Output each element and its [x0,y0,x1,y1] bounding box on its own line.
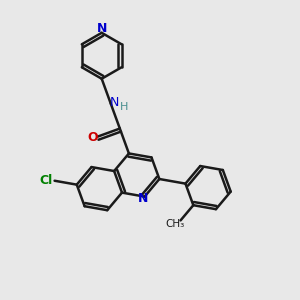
Text: N: N [97,22,107,35]
Text: N: N [110,96,119,109]
Text: O: O [87,131,98,144]
Text: H: H [120,102,128,112]
Text: CH₃: CH₃ [165,220,184,230]
Text: Cl: Cl [40,174,53,187]
Text: N: N [138,192,148,205]
